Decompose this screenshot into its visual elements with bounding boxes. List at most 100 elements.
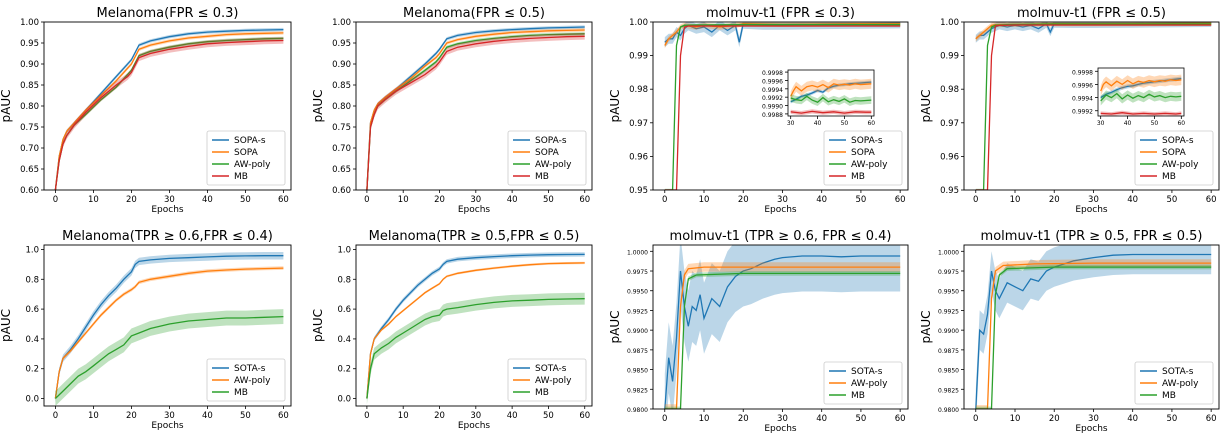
y-axis-label: pAUC bbox=[608, 311, 622, 344]
x-tick-label: 50 bbox=[240, 411, 251, 421]
x-tick-label: 60 bbox=[579, 195, 590, 205]
series-line-aw-poly bbox=[664, 266, 901, 409]
x-tick-label: 20 bbox=[126, 411, 137, 421]
y-tick-label: 0.9925 bbox=[938, 308, 959, 315]
y-tick-label: 0.6 bbox=[337, 305, 351, 315]
y-tick-label: 0.95 bbox=[629, 186, 648, 196]
x-tick-label: 0 bbox=[53, 411, 58, 421]
y-tick-label: 0.75 bbox=[332, 123, 351, 133]
x-tick-label: 40 bbox=[507, 411, 518, 421]
y-tick-label: 0.85 bbox=[332, 81, 351, 91]
y-tick-label: 0.98 bbox=[940, 85, 959, 95]
x-tick-label: 50 bbox=[543, 195, 554, 205]
x-axis-label: Epochs bbox=[151, 205, 184, 215]
chart-panel-8: 0 10 20 30 40 50 60 0.9800 0.9825 0.9850 0.9875 0.9… bbox=[919, 229, 1220, 434]
series-line-mb bbox=[366, 298, 585, 399]
series-group bbox=[790, 78, 872, 116]
series-group bbox=[975, 22, 1212, 190]
series-group bbox=[366, 25, 585, 190]
series-band-aw-poly bbox=[366, 32, 585, 190]
y-axis-label: pAUC bbox=[0, 309, 13, 342]
series-band-sota-s bbox=[664, 245, 901, 409]
y-axis-label: pAUC bbox=[311, 309, 325, 342]
x-tick-label: 40 bbox=[1124, 120, 1132, 127]
y-tick-label: 0.65 bbox=[332, 165, 351, 175]
x-tick-label: 50 bbox=[1151, 120, 1159, 127]
x-tick-label: 60 bbox=[278, 195, 289, 205]
legend-label: MB bbox=[1162, 172, 1176, 182]
legend: SOTA-s AW-poly MB bbox=[507, 358, 587, 402]
y-tick-label: 0.9800 bbox=[627, 407, 648, 414]
plot-frame bbox=[652, 244, 909, 410]
x-tick-label: 0 bbox=[364, 195, 369, 205]
y-tick-label: 1.0 bbox=[25, 245, 39, 255]
x-tick-label: 40 bbox=[202, 411, 213, 421]
legend-frame bbox=[1134, 361, 1214, 405]
x-tick-label: 60 bbox=[278, 411, 289, 421]
series-line-sota-s bbox=[975, 253, 1212, 409]
y-tick-label: 0.9975 bbox=[627, 269, 648, 276]
series-band-mb bbox=[366, 292, 585, 405]
legend-label: MB bbox=[234, 388, 248, 398]
x-tick-label: 20 bbox=[126, 195, 137, 205]
x-tick-label: 30 bbox=[777, 195, 788, 205]
chart-title: molmuv-t1 (FPR ≤ 0.3) bbox=[706, 6, 855, 21]
x-tick-label: 0 bbox=[662, 195, 667, 205]
legend-label: SOTA-s bbox=[535, 364, 567, 374]
x-axis-label: Epochs bbox=[458, 421, 491, 431]
y-tick-label: 1.0000 bbox=[627, 249, 648, 256]
y-axis-label: pAUC bbox=[0, 90, 13, 123]
series-group bbox=[1100, 74, 1182, 116]
series-line-aw-poly bbox=[790, 95, 872, 103]
legend-label: AW-poly bbox=[1162, 160, 1199, 170]
x-tick-label: 10 bbox=[1010, 414, 1021, 424]
x-tick-label: 20 bbox=[1049, 195, 1060, 205]
x-tick-label: 0 bbox=[973, 195, 978, 205]
y-axis-label: pAUC bbox=[919, 311, 933, 344]
x-tick-label: 40 bbox=[814, 120, 822, 127]
x-axis-label: Epochs bbox=[1075, 205, 1108, 215]
x-tick-label: 30 bbox=[470, 195, 481, 205]
series-line-aw-poly bbox=[54, 267, 284, 399]
y-tick-label: 0.0 bbox=[25, 395, 39, 405]
x-tick-label: 60 bbox=[895, 195, 906, 205]
y-tick-label: 0.9994 bbox=[1072, 96, 1093, 103]
series-band-sopa bbox=[664, 22, 901, 49]
y-tick-label: 0.4 bbox=[337, 335, 351, 345]
legend: SOTA-s AW-poly MB bbox=[206, 358, 286, 402]
y-tick-label: 0.8 bbox=[337, 275, 351, 285]
y-tick-label: 0.9825 bbox=[627, 387, 648, 394]
x-tick-label: 30 bbox=[1088, 195, 1099, 205]
chart-title: molmuv-t1 (TPR ≥ 0.5, FPR ≤ 0.5) bbox=[981, 229, 1203, 244]
x-tick-label: 30 bbox=[470, 411, 481, 421]
series-line-aw-poly bbox=[975, 23, 1212, 190]
series-line-mb bbox=[54, 39, 284, 190]
y-tick-label: 0.65 bbox=[20, 165, 39, 175]
x-tick-label: 10 bbox=[699, 195, 710, 205]
y-tick-label: 0.98 bbox=[629, 85, 648, 95]
series-line-sopa bbox=[790, 83, 872, 97]
x-tick-label: 40 bbox=[507, 195, 518, 205]
x-tick-label: 50 bbox=[240, 195, 251, 205]
series-band-sopa-s bbox=[1100, 76, 1182, 100]
chart-title: Melanoma(TPR ≥ 0.6,FPR ≤ 0.4) bbox=[62, 229, 273, 244]
legend: SOTA-s AW-poly MB bbox=[823, 361, 903, 405]
y-tick-label: 0.90 bbox=[332, 60, 351, 70]
legend-frame bbox=[507, 130, 587, 186]
series-line-mb bbox=[975, 24, 1212, 190]
y-axis-label: pAUC bbox=[919, 90, 933, 123]
legend-label: MB bbox=[234, 172, 248, 182]
legend-label: SOPA bbox=[234, 148, 259, 158]
y-tick-label: 0.60 bbox=[20, 186, 39, 196]
y-tick-label: 0.8 bbox=[25, 275, 39, 285]
y-tick-label: 0.2 bbox=[25, 365, 39, 375]
legend: SOPA-s SOPA AW-poly MB bbox=[1134, 130, 1214, 186]
series-band-sota-s bbox=[55, 252, 284, 403]
series-line-mb bbox=[366, 35, 585, 190]
x-tick-label: 60 bbox=[1206, 195, 1217, 205]
series-band-sota-s bbox=[975, 245, 1212, 409]
x-tick-label: 40 bbox=[816, 414, 827, 424]
series-line-sopa bbox=[54, 32, 284, 190]
legend-label: SOPA-s bbox=[1162, 136, 1194, 146]
series-line-sopa bbox=[1100, 79, 1182, 92]
